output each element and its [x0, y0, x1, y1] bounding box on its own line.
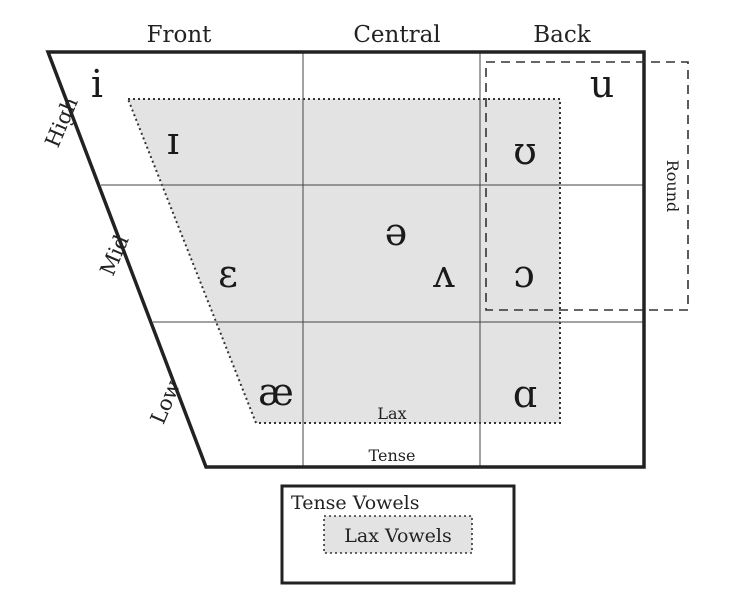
chart-grid: [101, 52, 644, 467]
label-round: Round: [663, 160, 682, 213]
vowel-ash: æ: [258, 370, 294, 414]
vowel-upsilon: ʊ: [513, 129, 537, 173]
legend-tense-label: Tense Vowels: [291, 492, 419, 514]
chart-outline: [45, 50, 646, 469]
vowel-small-cap-i: ɪ: [167, 119, 179, 163]
vowel-epsilon: ɛ: [218, 252, 238, 296]
region-label-tense: Tense: [369, 446, 416, 465]
header-central: Central: [353, 22, 440, 48]
vowel-schwa: ə: [385, 210, 408, 254]
header-front: Front: [147, 22, 213, 48]
lax-region: [126, 98, 561, 424]
vowel-i: i: [91, 62, 103, 106]
label-low: Low: [146, 377, 186, 427]
header-back: Back: [533, 22, 591, 48]
vowel-u: u: [590, 62, 614, 106]
vowel-script-a: ɑ: [513, 372, 537, 416]
legend-lax-swatch: [323, 515, 473, 554]
region-label-lax: Lax: [377, 404, 406, 423]
vowel-open-o: ɔ: [513, 252, 534, 296]
label-mid: Mid: [95, 231, 133, 279]
legend-lax-label: Lax Vowels: [344, 525, 451, 547]
vowel-wedge: ʌ: [432, 252, 455, 296]
